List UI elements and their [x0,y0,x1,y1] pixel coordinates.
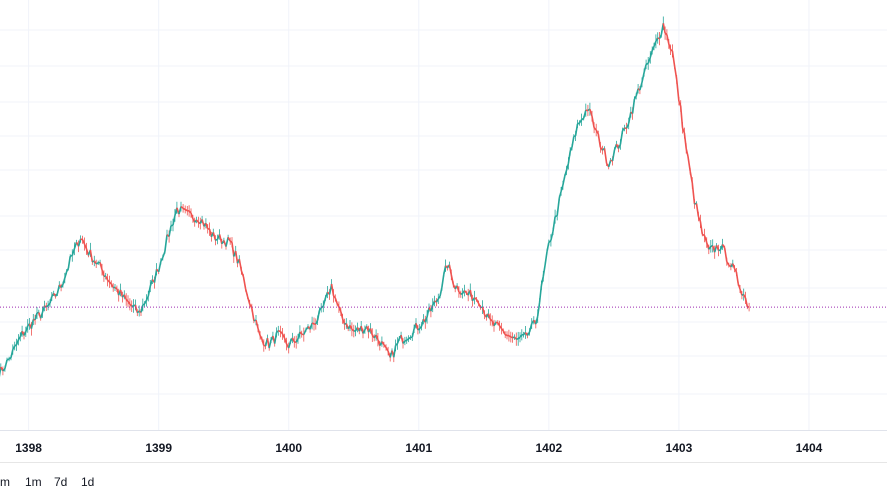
x-tick-label: 1401 [405,441,432,455]
x-tick-label: 1403 [666,441,693,455]
x-tick-label: 1399 [145,441,172,455]
x-tick-label: 1402 [535,441,562,455]
price-chart[interactable]: 1398 1399 1400 1401 1402 1403 1404 [0,0,887,462]
x-tick-label: 1400 [275,441,302,455]
x-tick-label: 1404 [796,441,823,455]
range-button-7d[interactable]: 7d [54,475,67,489]
x-axis-border [0,430,887,431]
range-button-1m[interactable]: 1m [25,475,42,489]
x-axis-ticks: 1398 1399 1400 1401 1402 1403 1404 [15,441,822,455]
price-series [0,17,749,381]
grid-lines [0,0,887,430]
range-selector-bar: m 1m 7d 1d [0,462,887,502]
x-tick-label: 1398 [15,441,42,455]
range-button-m[interactable]: m [0,475,10,489]
range-button-1d[interactable]: 1d [81,475,94,489]
